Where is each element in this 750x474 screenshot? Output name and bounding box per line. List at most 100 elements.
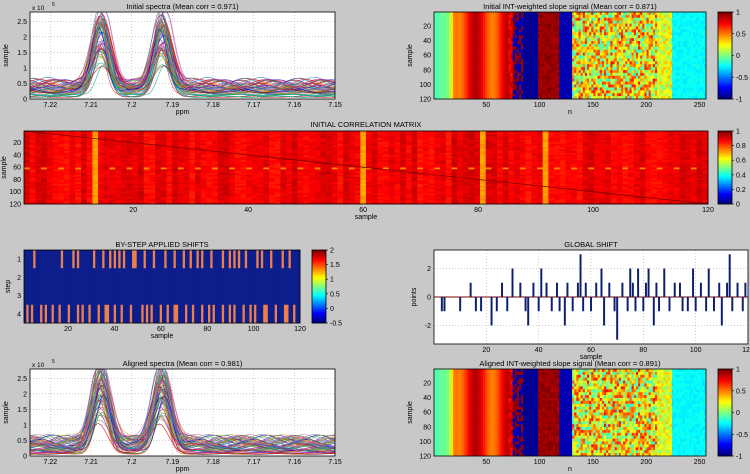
heatmap-cell xyxy=(629,78,632,82)
heatmap-cell xyxy=(160,132,167,135)
heatmap-cell xyxy=(599,90,603,94)
heatmap-cell xyxy=(482,52,486,56)
heatmap-cell xyxy=(655,20,658,24)
heatmap-cell xyxy=(701,61,705,65)
heatmap-cell xyxy=(115,187,122,190)
heatmap-cell xyxy=(595,87,598,91)
heatmap-cell xyxy=(434,38,437,42)
heatmap-cell xyxy=(474,96,477,100)
heatmap-cell xyxy=(682,96,686,100)
heatmap-cell xyxy=(582,75,586,79)
heatmap-cell xyxy=(533,32,537,36)
heatmap-cell xyxy=(589,49,592,53)
heatmap-cell xyxy=(559,55,562,59)
heatmap-cell xyxy=(697,49,700,53)
heatmap-cell xyxy=(608,17,611,21)
heatmap-cell xyxy=(663,20,666,24)
heatmap-cell xyxy=(86,136,93,139)
heatmap-cell xyxy=(138,187,144,190)
heatmap-cell xyxy=(132,138,139,141)
heatmap-cell xyxy=(540,72,543,77)
heatmap-cell xyxy=(474,55,477,59)
heatmap-cell xyxy=(674,23,677,27)
heatmap-cell xyxy=(440,14,443,19)
heatmap-cell xyxy=(544,61,547,65)
heatmap-cell xyxy=(63,171,70,174)
heatmap-cell xyxy=(485,35,488,39)
heatmap-cell xyxy=(644,84,647,88)
heatmap-cell xyxy=(143,191,150,194)
heatmap-cell xyxy=(463,17,467,21)
heatmap-cell xyxy=(52,183,59,187)
heatmap-cell xyxy=(691,12,694,16)
heatmap-cell xyxy=(608,29,611,33)
heatmap-cell xyxy=(120,140,127,143)
heatmap-cell xyxy=(451,64,454,68)
heatmap-cell xyxy=(576,41,579,45)
heatmap-cell xyxy=(149,145,156,148)
heatmap-cell xyxy=(531,29,535,33)
heatmap-cell xyxy=(86,145,93,148)
heatmap-cell xyxy=(597,78,601,82)
heatmap-cell xyxy=(695,35,698,39)
heatmap-cell xyxy=(621,23,624,27)
heatmap-cell xyxy=(75,183,82,187)
heatmap-cell xyxy=(75,134,82,137)
heatmap-cell xyxy=(684,14,688,19)
heatmap-cell xyxy=(572,46,575,50)
heatmap-cell xyxy=(491,96,494,100)
heatmap-cell xyxy=(691,93,694,97)
heatmap-cell xyxy=(616,70,620,74)
heatmap-cell xyxy=(680,81,683,85)
heatmap-cell xyxy=(463,14,467,19)
heatmap-cell xyxy=(591,23,594,27)
heatmap-cell xyxy=(497,75,501,79)
heatmap-cell xyxy=(504,78,507,82)
heatmap-cell xyxy=(436,61,439,65)
heatmap-cell xyxy=(701,23,705,27)
heatmap-cell xyxy=(640,78,643,82)
heatmap-cell xyxy=(109,151,116,154)
heatmap-cell xyxy=(684,67,688,71)
heatmap-cell xyxy=(468,14,471,19)
heatmap-cell xyxy=(652,67,656,71)
heatmap-cell xyxy=(576,29,579,33)
heatmap-cell xyxy=(98,193,105,196)
heatmap-cell xyxy=(58,131,65,134)
heatmap-cell xyxy=(536,52,539,56)
heatmap-cell xyxy=(618,70,622,74)
heatmap-cell xyxy=(597,20,601,24)
heatmap-cell xyxy=(98,178,105,181)
heatmap-cell xyxy=(529,96,533,100)
heatmap-cell xyxy=(24,178,30,181)
heatmap-cell xyxy=(58,174,65,177)
heatmap-cell xyxy=(555,43,558,48)
heatmap-cell xyxy=(499,72,503,77)
heatmap-cell xyxy=(52,196,59,199)
heatmap-cell xyxy=(58,134,65,137)
heatmap-cell xyxy=(126,154,133,157)
heatmap-cell xyxy=(451,26,454,30)
heatmap-cell xyxy=(523,78,526,82)
heatmap-cell xyxy=(98,165,105,168)
heatmap-cell xyxy=(451,67,454,71)
heatmap-cell xyxy=(655,58,658,62)
heatmap-cell xyxy=(499,38,503,42)
heatmap-cell xyxy=(540,43,543,48)
heatmap-cell xyxy=(155,180,162,183)
heatmap-cell xyxy=(46,200,53,203)
heatmap-cell xyxy=(682,78,686,82)
heatmap-cell xyxy=(92,162,99,165)
heatmap-cell xyxy=(661,49,664,53)
heatmap-cell xyxy=(625,55,628,59)
heatmap-cell xyxy=(527,23,530,27)
heatmap-cell xyxy=(540,81,543,85)
heatmap-cell xyxy=(120,167,127,170)
heatmap-cell xyxy=(455,67,458,71)
heatmap-cell xyxy=(489,49,492,53)
heatmap-cell xyxy=(468,78,471,82)
heatmap-cell xyxy=(599,46,603,50)
heatmap-cell xyxy=(601,38,605,42)
heatmap-cell xyxy=(633,12,637,16)
heatmap-cell xyxy=(546,38,550,42)
